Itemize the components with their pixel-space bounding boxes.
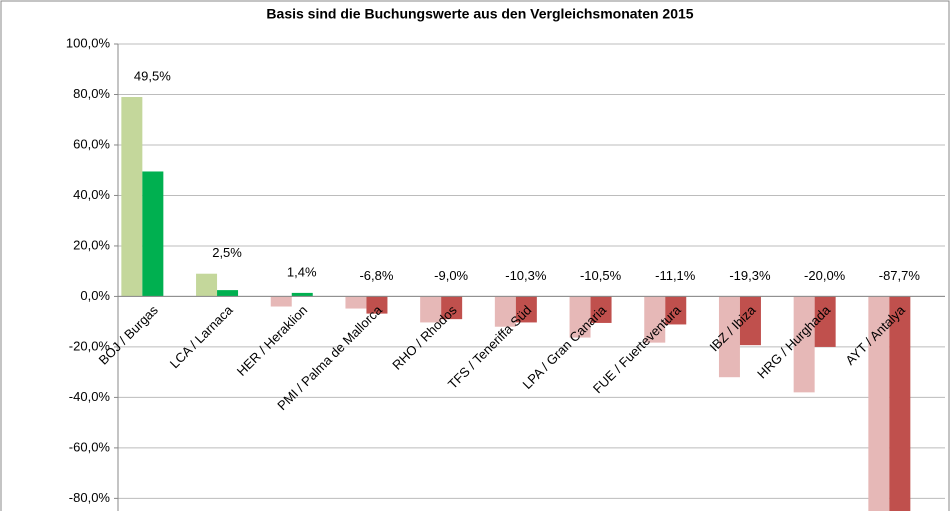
bar [441,296,463,320]
bar [121,97,143,297]
x-tick-label: BOJ / Burgas [96,302,162,368]
data-label: 49,5% [134,68,171,83]
bar [515,296,537,323]
bar [665,296,687,325]
y-tick-label: 100,0% [66,35,111,50]
y-tick-label: -80,0% [69,490,111,505]
y-tick-label: 80,0% [73,86,110,101]
bar [420,296,442,323]
data-label: -6,8% [359,268,393,283]
data-label: 1,4% [287,264,317,279]
x-tick-label: LCA / Larnaca [167,302,236,371]
data-label: -19,3% [729,268,771,283]
bar [366,296,388,314]
data-label: -20,0% [804,268,846,283]
bar [569,296,591,338]
bar [814,296,836,347]
bar [291,292,313,297]
bar [270,296,292,307]
y-tick-label: 40,0% [73,187,110,202]
data-label: 2,5% [212,245,242,260]
bar [590,296,612,323]
y-tick-label: 20,0% [73,237,110,252]
y-tick-label: -20,0% [69,338,111,353]
data-label: -87,7% [879,268,921,283]
bar [868,296,890,511]
bar [739,296,761,346]
y-tick-label: -40,0% [69,389,111,404]
data-label: -10,3% [505,268,547,283]
y-tick-label: 60,0% [73,136,110,151]
y-tick-label: -60,0% [69,439,111,454]
x-tick-label: HER / Heraklion [234,302,311,379]
chart-title: Basis sind die Buchungswerte aus den Ver… [266,6,693,22]
data-label: -11,1% [655,268,696,283]
bar [889,296,911,511]
data-label: -9,0% [434,268,468,283]
bar [718,296,740,378]
bars [121,97,911,511]
bar [793,296,815,393]
bar [644,296,666,343]
data-label: -10,5% [580,268,622,283]
bar [196,273,218,297]
y-tick-label: 0,0% [80,288,110,303]
bar [345,296,367,309]
bar [142,171,164,297]
bar [494,296,516,327]
bar [217,290,239,297]
